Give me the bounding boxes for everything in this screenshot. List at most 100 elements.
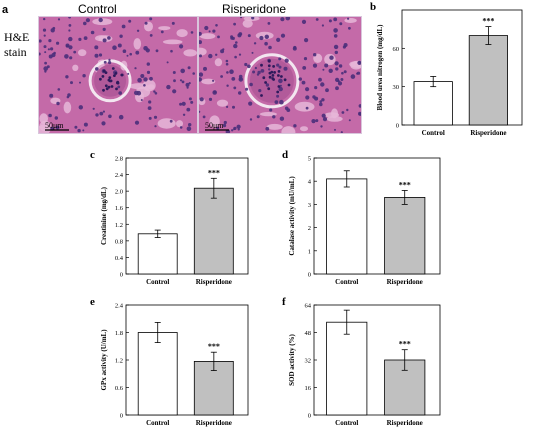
cell-nucleus: [329, 55, 334, 60]
y-tick-label: 0: [120, 272, 123, 279]
cell-nucleus: [78, 105, 83, 110]
cell-nucleus: [319, 100, 322, 103]
cell-nucleus: [278, 78, 283, 84]
cell-nucleus: [102, 27, 106, 31]
y-tick-label: 30: [393, 84, 400, 91]
chart-b: b 0 30 60 Blood urea nitrogen (mg/dL) Control…: [370, 1, 523, 137]
cell-nucleus: [190, 100, 194, 104]
cell-nucleus: [338, 64, 343, 68]
cell-nucleus: [223, 120, 227, 125]
cell-nucleus: [166, 61, 169, 64]
y-tick-label: 1.8: [115, 330, 123, 337]
cell-nucleus: [169, 119, 173, 123]
cell-nucleus: [301, 80, 306, 85]
cell-nucleus: [94, 45, 99, 50]
cell-nucleus: [112, 45, 117, 50]
plot-frame: [401, 9, 523, 126]
cell-nucleus: [53, 51, 56, 55]
cell-nucleus: [118, 114, 124, 120]
glomerulus-capsule: [244, 53, 300, 109]
cell-nucleus: [155, 49, 159, 53]
glomerular-nucleus: [260, 94, 263, 97]
cell-nucleus: [190, 31, 194, 34]
cell-nucleus: [237, 33, 242, 38]
cell-nucleus: [238, 91, 242, 95]
cell-nucleus: [199, 54, 202, 58]
cell-nucleus: [285, 17, 291, 21]
cell-nucleus: [278, 86, 283, 92]
cell-nucleus: [172, 89, 177, 94]
cell-nucleus: [315, 18, 319, 21]
cell-nucleus: [117, 85, 121, 89]
cell-nucleus: [347, 17, 350, 20]
cell-nucleus: [117, 43, 122, 48]
cell-nucleus: [305, 106, 309, 110]
cell-nucleus: [181, 101, 186, 106]
cell-nucleus: [341, 111, 345, 114]
cell-nucleus: [278, 57, 282, 61]
tubule-lumen: [199, 47, 207, 56]
histology-image-risperidone: 50μm: [198, 16, 362, 134]
cell-nucleus: [333, 44, 339, 50]
cell-nucleus: [39, 39, 42, 43]
cell-nucleus: [340, 78, 344, 81]
cell-nucleus: [321, 113, 326, 118]
cell-nucleus: [82, 74, 86, 78]
cell-nucleus: [179, 102, 183, 106]
cell-nucleus: [149, 17, 153, 21]
cell-nucleus: [107, 36, 111, 40]
glomerular-nucleus: [105, 87, 109, 91]
cell-nucleus: [140, 99, 143, 101]
cell-nucleus: [118, 91, 122, 95]
y-axis-label: Creatinine (mg/dL): [100, 186, 108, 245]
cell-nucleus: [343, 43, 348, 47]
cell-nucleus: [208, 97, 213, 101]
glomerular-nucleus: [115, 87, 118, 91]
cell-nucleus: [322, 117, 328, 122]
cell-nucleus: [179, 79, 183, 82]
cell-nucleus: [82, 129, 85, 132]
y-tick-label: 0.8: [115, 238, 123, 245]
cell-nucleus: [319, 102, 323, 107]
cell-nucleus: [343, 70, 347, 74]
cell-nucleus: [149, 76, 153, 81]
cell-nucleus: [173, 79, 176, 83]
cell-nucleus: [147, 106, 152, 110]
cell-nucleus: [65, 44, 69, 48]
cell-nucleus: [305, 95, 310, 100]
cell-nucleus: [264, 34, 269, 39]
cell-nucleus: [226, 71, 229, 74]
y-tick-label: 0: [308, 413, 311, 420]
cell-nucleus: [90, 30, 95, 35]
cell-nucleus: [47, 48, 50, 51]
glomerular-nucleus: [283, 78, 287, 82]
x-tick-label-risperidone: Risperidone: [387, 419, 423, 427]
cell-nucleus: [160, 30, 164, 34]
cell-nucleus: [68, 24, 72, 27]
cell-nucleus: [234, 55, 237, 59]
cell-nucleus: [253, 42, 257, 45]
cell-nucleus: [122, 49, 127, 53]
cell-nucleus: [265, 126, 270, 131]
bar-risperidone: [384, 197, 426, 275]
cell-nucleus: [350, 74, 356, 79]
glomerular-nucleus: [277, 85, 281, 88]
cell-nucleus: [153, 115, 158, 119]
cell-nucleus: [258, 89, 262, 93]
significance-marker: ***: [208, 342, 220, 351]
cell-nucleus: [170, 49, 173, 53]
cell-nucleus: [312, 95, 316, 99]
x-tick-label-risperidone: Risperidone: [387, 278, 423, 286]
tubule-lumen: [242, 19, 253, 28]
glomerular-nucleus: [108, 79, 112, 83]
cell-nucleus: [102, 38, 107, 43]
cell-nucleus: [186, 107, 191, 112]
glomerular-nucleus: [287, 83, 291, 87]
glomerular-nucleus: [262, 76, 266, 80]
cell-nucleus: [225, 59, 229, 63]
cell-nucleus: [85, 18, 90, 23]
cell-nucleus: [284, 58, 289, 63]
cell-nucleus: [249, 118, 253, 121]
cell-nucleus: [108, 58, 111, 62]
cell-nucleus: [283, 66, 288, 71]
